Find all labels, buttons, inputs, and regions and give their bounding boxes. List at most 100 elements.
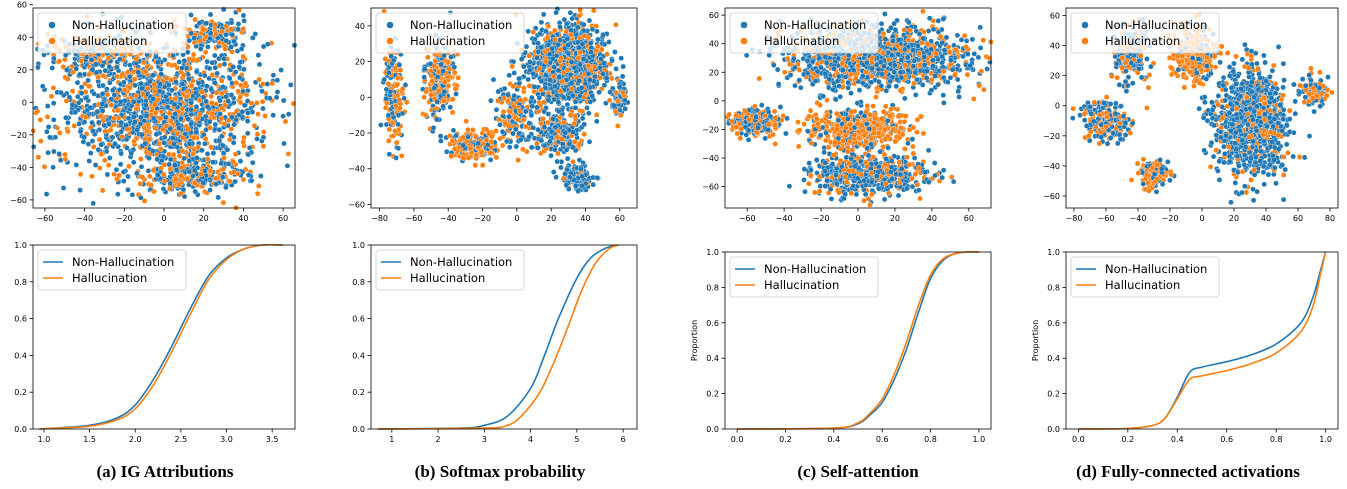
point-non-hallucination	[545, 97, 552, 103]
point-hallucination	[558, 55, 564, 61]
point-non-hallucination	[193, 129, 200, 135]
point-non-hallucination	[595, 36, 601, 43]
point-hallucination	[465, 155, 472, 161]
point-hallucination	[581, 131, 588, 137]
point-hallucination	[231, 169, 237, 175]
point-hallucination	[570, 158, 576, 165]
point-non-hallucination	[158, 71, 165, 77]
point-non-hallucination	[572, 99, 579, 105]
point-non-hallucination	[98, 141, 104, 148]
point-non-hallucination	[30, 144, 37, 150]
point-non-hallucination	[186, 76, 192, 82]
point-non-hallucination	[431, 85, 438, 91]
point-hallucination	[385, 81, 392, 87]
point-non-hallucination	[91, 91, 97, 97]
point-non-hallucination	[971, 51, 978, 57]
point-non-hallucination	[531, 135, 538, 141]
point-hallucination	[218, 78, 225, 84]
point-hallucination	[470, 127, 476, 133]
point-non-hallucination	[223, 184, 229, 191]
point-non-hallucination	[587, 40, 594, 46]
point-hallucination	[168, 118, 174, 124]
point-hallucination	[133, 106, 140, 112]
point-non-hallucination	[580, 21, 587, 28]
point-hallucination	[127, 84, 133, 91]
point-non-hallucination	[536, 95, 543, 101]
point-hallucination	[554, 134, 561, 141]
point-non-hallucination	[50, 164, 56, 171]
point-non-hallucination	[203, 20, 210, 27]
point-non-hallucination	[207, 11, 214, 18]
point-hallucination	[190, 51, 197, 58]
point-hallucination	[209, 110, 215, 117]
y-tick-label: −40	[702, 154, 719, 163]
point-hallucination	[184, 175, 191, 182]
point-non-hallucination	[278, 67, 284, 73]
point-hallucination	[467, 145, 474, 152]
point-non-hallucination	[204, 151, 211, 157]
point-non-hallucination	[248, 177, 255, 184]
point-non-hallucination	[567, 174, 573, 180]
point-non-hallucination	[434, 116, 440, 123]
point-hallucination	[220, 166, 227, 172]
point-non-hallucination	[244, 130, 251, 137]
point-hallucination	[54, 125, 61, 131]
point-non-hallucination	[99, 108, 106, 114]
point-non-hallucination	[90, 128, 96, 134]
point-non-hallucination	[76, 121, 82, 127]
point-hallucination	[202, 49, 209, 55]
point-hallucination	[920, 130, 927, 137]
point-hallucination	[152, 101, 158, 108]
point-non-hallucination	[525, 28, 531, 35]
point-non-hallucination	[163, 114, 169, 121]
x-tick-label: −40	[76, 214, 93, 223]
point-non-hallucination	[60, 185, 67, 191]
point-hallucination	[807, 107, 814, 114]
y-tick-label: −60	[348, 200, 365, 209]
point-non-hallucination	[64, 67, 70, 73]
point-non-hallucination	[188, 106, 194, 113]
point-non-hallucination	[231, 99, 237, 106]
point-non-hallucination	[558, 164, 564, 171]
point-hallucination	[218, 90, 225, 97]
point-hallucination	[428, 92, 434, 98]
point-non-hallucination	[89, 138, 96, 144]
point-non-hallucination	[115, 191, 121, 197]
point-non-hallucination	[395, 121, 401, 128]
point-non-hallucination	[160, 186, 167, 192]
point-non-hallucination	[386, 69, 392, 76]
point-non-hallucination	[237, 74, 243, 81]
point-non-hallucination	[518, 56, 525, 62]
point-non-hallucination	[153, 131, 160, 138]
point-non-hallucination	[212, 121, 219, 128]
point-non-hallucination	[594, 28, 600, 35]
y-tick-label: 20	[709, 68, 719, 77]
point-non-hallucination	[154, 156, 161, 163]
point-non-hallucination	[50, 117, 57, 123]
point-hallucination	[192, 180, 198, 186]
point-non-hallucination	[220, 142, 226, 149]
point-hallucination	[199, 89, 205, 95]
point-hallucination	[489, 133, 495, 140]
point-hallucination	[563, 28, 570, 35]
point-hallucination	[577, 49, 583, 56]
point-non-hallucination	[555, 67, 562, 74]
point-non-hallucination	[532, 36, 538, 42]
point-non-hallucination	[895, 192, 902, 199]
point-non-hallucination	[104, 171, 111, 178]
point-non-hallucination	[575, 188, 581, 194]
point-non-hallucination	[132, 119, 138, 125]
point-hallucination	[487, 149, 494, 156]
legend-marker	[48, 37, 56, 45]
point-non-hallucination	[118, 119, 124, 126]
point-hallucination	[139, 174, 146, 180]
point-hallucination	[208, 93, 214, 100]
point-non-hallucination	[564, 36, 571, 42]
point-hallucination	[142, 68, 149, 75]
point-non-hallucination	[186, 141, 193, 147]
panel-a-top: −60 −40 −20 0 20 40 60−60−40−200204060Non-Hall…	[10, 1, 298, 223]
point-hallucination	[493, 128, 499, 134]
point-hallucination	[398, 153, 405, 159]
point-non-hallucination	[563, 182, 570, 188]
point-non-hallucination	[178, 115, 184, 122]
